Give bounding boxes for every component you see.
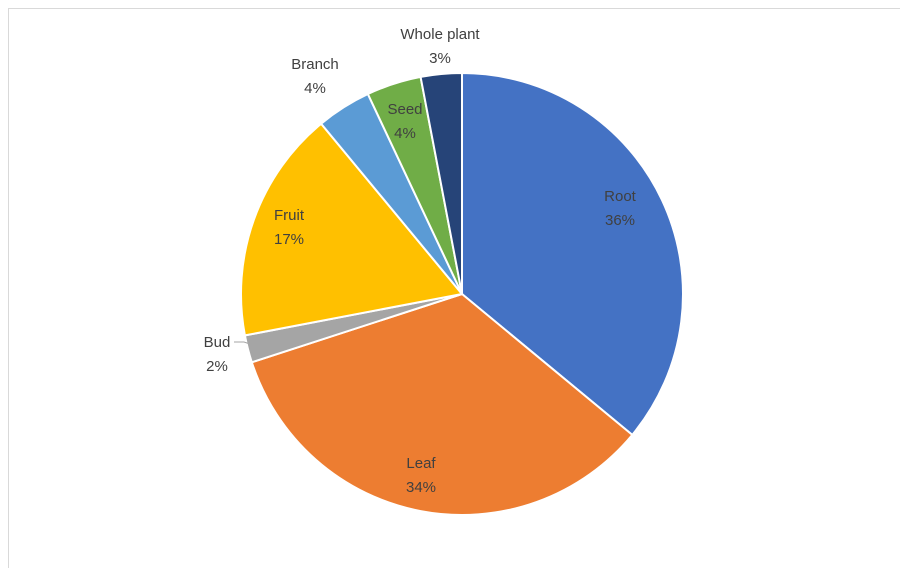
slice-label-leaf: Leaf bbox=[406, 455, 436, 472]
slice-label-branch: Branch bbox=[291, 56, 339, 73]
pie-slices bbox=[240, 71, 684, 516]
slice-fruit bbox=[240, 122, 464, 337]
slice-label-bud: Bud bbox=[204, 334, 231, 351]
slice-label-fruit: Fruit bbox=[274, 207, 305, 224]
leader-lines bbox=[234, 341, 251, 345]
slice-pct-branch: 4% bbox=[304, 80, 326, 97]
leader-line-bud bbox=[234, 341, 251, 345]
slice-pct-leaf: 34% bbox=[406, 479, 436, 496]
slice-whole-plant bbox=[419, 71, 463, 295]
slice-pct-root: 36% bbox=[605, 212, 635, 229]
slice-leaf bbox=[250, 292, 634, 516]
slice-pct-fruit: 17% bbox=[274, 231, 304, 248]
slice-pct-bud: 2% bbox=[206, 358, 228, 375]
slice-pct-seed: 4% bbox=[394, 125, 416, 142]
slice-root bbox=[461, 71, 684, 437]
slice-label-whole-plant: Whole plant bbox=[400, 26, 480, 43]
slice-label-seed: Seed bbox=[387, 101, 422, 118]
slice-label-root: Root bbox=[604, 188, 637, 205]
slice-pct-whole-plant: 3% bbox=[429, 50, 451, 67]
